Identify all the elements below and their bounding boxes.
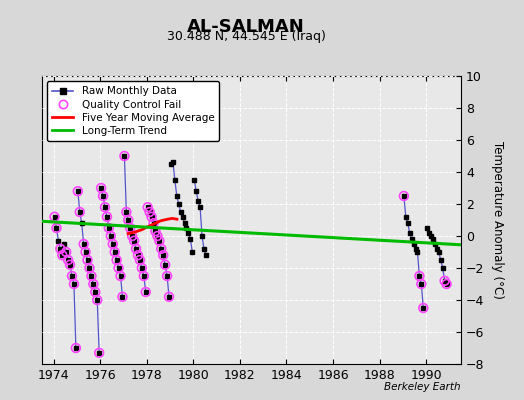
Quality Control Fail <box>85 265 94 271</box>
Quality Control Fail <box>134 252 142 258</box>
Raw Monthly Data <box>69 274 75 278</box>
Line: Raw Monthly Data: Raw Monthly Data <box>53 215 78 350</box>
Quality Control Fail <box>87 273 95 279</box>
Raw Monthly Data <box>71 282 77 286</box>
Five Year Moving Average <box>169 216 176 221</box>
Text: AL-SALMAN: AL-SALMAN <box>188 18 305 36</box>
Quality Control Fail <box>141 289 150 295</box>
Raw Monthly Data <box>53 226 60 230</box>
Quality Control Fail <box>122 209 130 215</box>
Quality Control Fail <box>113 257 121 263</box>
Five Year Moving Average <box>132 230 138 234</box>
Quality Control Fail <box>163 273 171 279</box>
Quality Control Fail <box>400 193 408 199</box>
Quality Control Fail <box>442 281 451 287</box>
Quality Control Fail <box>103 214 111 220</box>
Quality Control Fail <box>81 249 90 255</box>
Quality Control Fail <box>80 241 88 247</box>
Quality Control Fail <box>155 238 163 244</box>
Quality Control Fail <box>144 204 152 210</box>
Quality Control Fail <box>105 225 113 231</box>
Quality Control Fail <box>165 294 173 300</box>
Five Year Moving Average <box>165 217 171 222</box>
Quality Control Fail <box>101 204 109 210</box>
Quality Control Fail <box>138 265 146 271</box>
Quality Control Fail <box>66 262 74 268</box>
Quality Control Fail <box>70 281 78 287</box>
Quality Control Fail <box>139 273 148 279</box>
Raw Monthly Data <box>61 242 68 246</box>
Raw Monthly Data <box>57 246 63 251</box>
Raw Monthly Data <box>55 238 61 243</box>
Quality Control Fail <box>118 294 127 300</box>
Raw Monthly Data <box>73 346 79 350</box>
Quality Control Fail <box>149 220 158 226</box>
Quality Control Fail <box>64 257 72 263</box>
Quality Control Fail <box>415 273 423 279</box>
Y-axis label: Temperature Anomaly (°C): Temperature Anomaly (°C) <box>491 141 504 299</box>
Quality Control Fail <box>106 233 115 239</box>
Quality Control Fail <box>130 238 138 244</box>
Five Year Moving Average <box>139 227 145 232</box>
Five Year Moving Average <box>174 217 180 222</box>
Quality Control Fail <box>95 350 103 356</box>
Five Year Moving Average <box>150 222 157 226</box>
Quality Control Fail <box>74 188 82 194</box>
Quality Control Fail <box>419 305 428 311</box>
Text: Berkeley Earth: Berkeley Earth <box>385 382 461 392</box>
Quality Control Fail <box>62 249 70 255</box>
Quality Control Fail <box>91 289 100 295</box>
Quality Control Fail <box>441 278 449 284</box>
Five Year Moving Average <box>144 225 150 230</box>
Quality Control Fail <box>157 246 166 252</box>
Quality Control Fail <box>151 228 160 234</box>
Quality Control Fail <box>128 233 136 239</box>
Quality Control Fail <box>153 233 161 239</box>
Legend: Raw Monthly Data, Quality Control Fail, Five Year Moving Average, Long-Term Tren: Raw Monthly Data, Quality Control Fail, … <box>47 81 220 141</box>
Raw Monthly Data <box>63 250 69 254</box>
Raw Monthly Data <box>65 258 71 262</box>
Quality Control Fail <box>108 241 117 247</box>
Quality Control Fail <box>83 257 92 263</box>
Line: Five Year Moving Average: Five Year Moving Average <box>128 218 177 234</box>
Quality Control Fail <box>68 273 76 279</box>
Quality Control Fail <box>75 209 84 215</box>
Text: 30.488 N, 44.545 E (Iraq): 30.488 N, 44.545 E (Iraq) <box>167 30 326 43</box>
Quality Control Fail <box>50 214 59 220</box>
Quality Control Fail <box>52 225 61 231</box>
Five Year Moving Average <box>125 231 131 236</box>
Quality Control Fail <box>114 265 123 271</box>
Quality Control Fail <box>97 185 105 191</box>
Quality Control Fail <box>161 262 169 268</box>
Quality Control Fail <box>99 193 107 199</box>
Quality Control Fail <box>56 246 64 252</box>
Raw Monthly Data <box>67 262 73 267</box>
Quality Control Fail <box>132 246 140 252</box>
Quality Control Fail <box>124 217 133 223</box>
Five Year Moving Average <box>158 218 164 223</box>
Raw Monthly Data <box>59 253 66 258</box>
Quality Control Fail <box>93 297 102 303</box>
Quality Control Fail <box>89 281 97 287</box>
Quality Control Fail <box>58 252 67 258</box>
Quality Control Fail <box>120 153 128 159</box>
Quality Control Fail <box>72 345 80 351</box>
Quality Control Fail <box>147 214 156 220</box>
Quality Control Fail <box>136 257 144 263</box>
Quality Control Fail <box>116 273 125 279</box>
Quality Control Fail <box>111 249 119 255</box>
Quality Control Fail <box>417 281 425 287</box>
Quality Control Fail <box>146 209 154 215</box>
Quality Control Fail <box>126 225 135 231</box>
Quality Control Fail <box>159 252 167 258</box>
Raw Monthly Data <box>51 214 58 219</box>
